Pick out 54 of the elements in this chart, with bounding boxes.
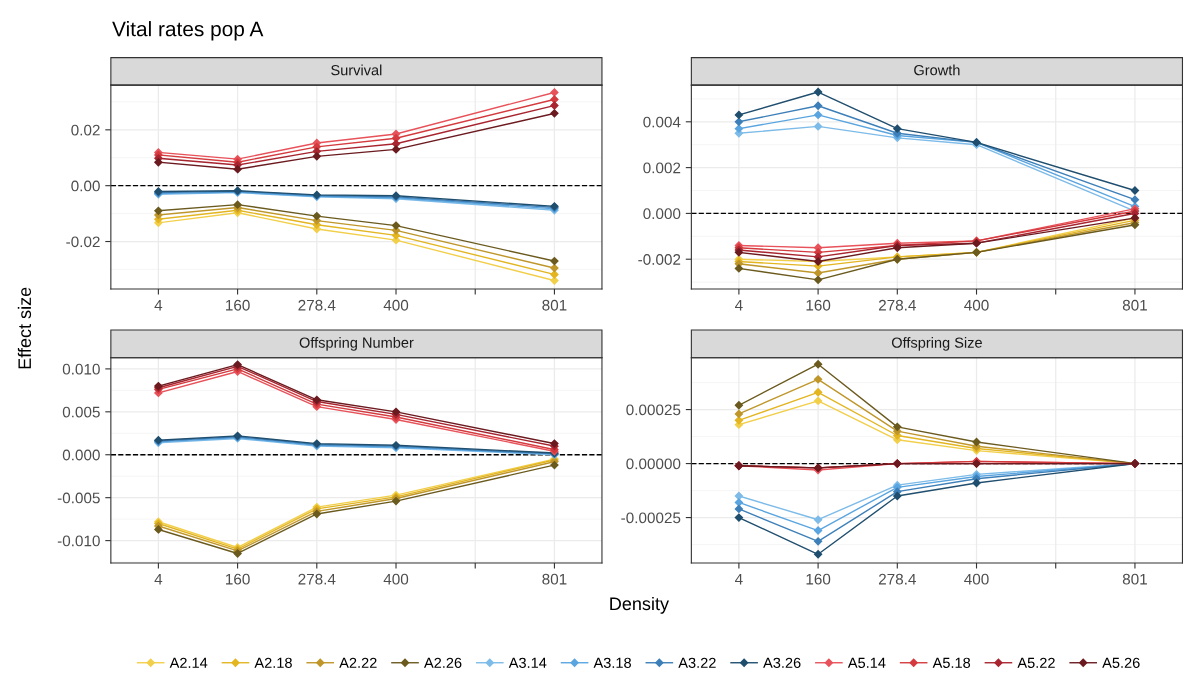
x-tick-label: 4 bbox=[734, 573, 743, 585]
x-tick-label: 278.4 bbox=[298, 299, 336, 311]
y-tick-label: 0.002 bbox=[643, 162, 681, 174]
legend-label: A2.22 bbox=[339, 657, 377, 668]
x-tick-label: 278.4 bbox=[878, 573, 916, 585]
x-tick-label: 400 bbox=[383, 573, 409, 585]
legend-label: A2.18 bbox=[254, 657, 292, 668]
y-tick-label: 0.00 bbox=[71, 180, 100, 192]
legend-label: A3.14 bbox=[508, 657, 547, 668]
x-tick-label: 160 bbox=[806, 573, 831, 585]
legend-label: A2.26 bbox=[423, 657, 462, 668]
y-tick-label: -0.005 bbox=[57, 492, 100, 504]
y-tick-label: 0.004 bbox=[643, 116, 681, 128]
chart-title: Survival bbox=[331, 64, 382, 76]
y-tick-label: 0.005 bbox=[62, 406, 100, 418]
legend-label: A5.18 bbox=[932, 657, 971, 668]
x-tick-label: 278.4 bbox=[878, 299, 916, 311]
legend-label: A5.22 bbox=[1017, 657, 1055, 668]
y-tick-label: 0.000 bbox=[643, 208, 681, 220]
x-tick-label: 160 bbox=[226, 299, 250, 311]
legend-label: A3.18 bbox=[593, 657, 631, 668]
y-tick-label: -0.010 bbox=[57, 535, 100, 547]
x-tick-label: 801 bbox=[1122, 573, 1147, 585]
x-tick-label: 801 bbox=[1122, 299, 1147, 311]
x-tick-label: 801 bbox=[542, 573, 567, 585]
y-tick-label: 0.010 bbox=[62, 363, 100, 375]
x-tick-label: 278.4 bbox=[298, 573, 336, 585]
x-tick-label: 400 bbox=[964, 573, 989, 585]
text: Vital rates pop A bbox=[112, 21, 264, 41]
x-tick-label: 400 bbox=[964, 299, 989, 311]
x-tick-label: 4 bbox=[154, 573, 163, 585]
y-tick-label: 0.02 bbox=[71, 124, 100, 136]
y-tick-label: -0.02 bbox=[66, 236, 100, 248]
y-tick-label: 0.00000 bbox=[626, 458, 681, 470]
x-axis-title: Density bbox=[610, 596, 669, 614]
legend-label: A2.14 bbox=[169, 657, 208, 668]
legend-label: A3.22 bbox=[678, 657, 716, 668]
x-tick-label: 160 bbox=[806, 299, 831, 311]
x-tick-label: 801 bbox=[542, 299, 567, 311]
x-tick-label: 160 bbox=[226, 573, 250, 585]
x-tick-label: 400 bbox=[383, 299, 409, 311]
y-tick-label: 0.00025 bbox=[626, 404, 681, 416]
legend-label: A5.14 bbox=[847, 657, 886, 668]
y-tick-label: 0.000 bbox=[62, 449, 100, 461]
y-tick-label: -0.00025 bbox=[621, 512, 681, 524]
legend-label: A3.26 bbox=[763, 657, 801, 668]
legend-label: A5.26 bbox=[1102, 657, 1140, 668]
chart-title: Growth bbox=[914, 64, 960, 76]
x-tick-label: 4 bbox=[154, 299, 163, 311]
y-tick-label: -0.002 bbox=[638, 254, 681, 265]
y-axis-title: Effect size bbox=[17, 287, 32, 369]
chart-title: Offspring Number bbox=[299, 337, 414, 351]
x-tick-label: 4 bbox=[734, 299, 743, 311]
chart-title: Offspring Size bbox=[891, 337, 982, 351]
